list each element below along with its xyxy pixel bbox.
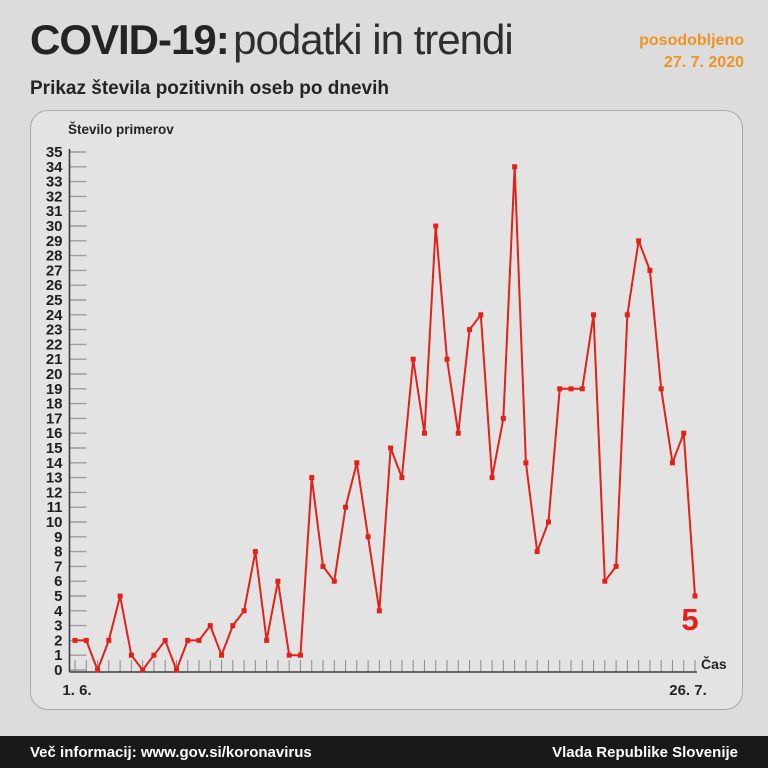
svg-text:10: 10 (46, 514, 63, 531)
line-chart: 0123456789101112131415161718192021222324… (46, 122, 727, 699)
svg-text:Čas: Čas (701, 655, 727, 672)
svg-text:22: 22 (46, 336, 63, 353)
svg-text:25: 25 (46, 292, 63, 309)
svg-text:18: 18 (46, 396, 63, 413)
svg-text:11: 11 (47, 499, 63, 516)
svg-text:32: 32 (46, 188, 63, 205)
svg-text:12: 12 (46, 484, 63, 501)
svg-text:7: 7 (54, 558, 62, 575)
svg-text:21: 21 (46, 351, 63, 368)
svg-text:24: 24 (46, 307, 63, 324)
svg-text:20: 20 (46, 366, 63, 383)
page-title-regular: podatki in trendi (233, 16, 514, 63)
updated-date-block: posodobljeno 27. 7. 2020 (639, 30, 744, 73)
svg-text:26: 26 (46, 277, 63, 294)
svg-text:1. 6.: 1. 6. (62, 682, 91, 699)
page-title-bold: COVID-19: (30, 16, 230, 63)
svg-text:9: 9 (54, 529, 62, 546)
svg-text:4: 4 (54, 603, 63, 620)
svg-text:2: 2 (54, 632, 62, 649)
svg-text:14: 14 (46, 455, 63, 472)
footer-government-text: Vlada Republike Slovenije (552, 743, 738, 761)
svg-text:31: 31 (46, 203, 63, 220)
svg-text:34: 34 (46, 159, 63, 176)
svg-text:27: 27 (46, 262, 63, 279)
svg-text:30: 30 (46, 218, 63, 235)
svg-text:8: 8 (54, 544, 62, 561)
svg-text:28: 28 (46, 248, 63, 265)
svg-text:13: 13 (46, 470, 63, 487)
chart-subtitle: Prikaz števila pozitivnih oseb po dnevih (30, 78, 389, 99)
chart-panel: 0 1 2 3 4 5 6 7 8 9 10 11 12 13 14 15 16 17 18 19 20 21 22 23 24… (30, 110, 743, 710)
svg-text:15: 15 (46, 440, 63, 457)
svg-text:6: 6 (54, 573, 62, 590)
footer-bar: Več informacij: www.gov.si/koronavirus V… (0, 736, 768, 768)
svg-text:17: 17 (46, 410, 63, 427)
page-title: COVID-19: podatki in trendi (30, 16, 514, 64)
svg-text:16: 16 (46, 425, 63, 442)
svg-text:Število primerov: Število primerov (68, 122, 174, 137)
svg-text:3: 3 (54, 618, 62, 635)
svg-text:23: 23 (46, 322, 63, 339)
svg-text:0: 0 (54, 662, 62, 679)
svg-text:29: 29 (46, 233, 63, 250)
svg-text:35: 35 (46, 144, 63, 161)
updated-date: 27. 7. 2020 (663, 53, 744, 71)
updated-label: posodobljeno (639, 32, 744, 49)
svg-text:26. 7.: 26. 7. (669, 682, 707, 699)
svg-text:1: 1 (54, 647, 62, 664)
svg-text:19: 19 (46, 381, 63, 398)
svg-text:5: 5 (54, 588, 62, 605)
svg-text:33: 33 (46, 174, 63, 191)
svg-text:5: 5 (681, 602, 698, 637)
footer-info-text: Več informacij: www.gov.si/koronavirus (30, 743, 312, 761)
